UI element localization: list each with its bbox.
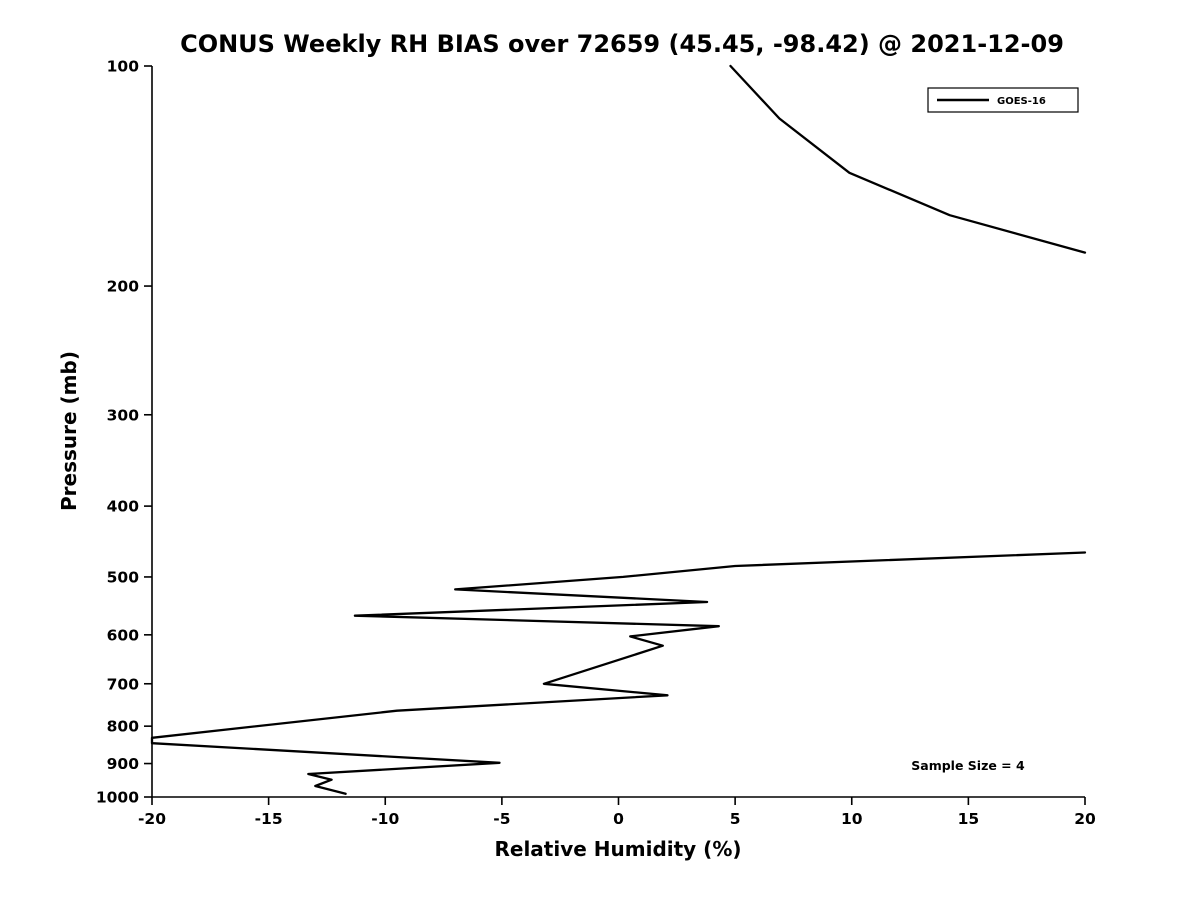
x-tick-label: 5 <box>730 810 741 828</box>
y-tick-label: 100 <box>107 58 140 76</box>
x-axis-ticks: -20 -15 -10 -5 0 5 10 15 20 <box>138 797 1096 828</box>
y-tick-label: 1000 <box>96 789 139 807</box>
data-series-goes16 <box>150 64 1087 795</box>
y-tick-label: 600 <box>107 626 140 644</box>
x-tick-label: -20 <box>138 810 166 828</box>
y-axis-ticks: 100 200 300 400 500 600 700 800 900 1000 <box>96 58 152 807</box>
legend-entry-label: GOES-16 <box>997 96 1046 107</box>
series-line-goes-16 <box>729 64 1087 254</box>
series-line-goes-16 <box>150 551 1087 795</box>
x-tick-label: 10 <box>841 810 863 828</box>
x-tick-label: 15 <box>958 810 980 828</box>
x-tick-label: -5 <box>493 810 510 828</box>
chart-title: CONUS Weekly RH BIAS over 72659 (45.45, … <box>180 30 1064 58</box>
y-axis-label: Pressure (mb) <box>57 351 81 511</box>
axes <box>151 66 1085 798</box>
x-tick-label: -15 <box>255 810 283 828</box>
x-tick-label: 20 <box>1074 810 1096 828</box>
y-tick-label: 500 <box>107 568 140 586</box>
legend: GOES-16 <box>927 87 1079 113</box>
y-tick-label: 800 <box>107 718 140 736</box>
y-tick-label: 900 <box>107 755 140 773</box>
y-tick-label: 300 <box>107 406 140 424</box>
y-tick-label: 400 <box>107 498 140 516</box>
x-axis-label: Relative Humidity (%) <box>494 837 741 861</box>
y-tick-label: 200 <box>107 278 140 296</box>
sample-size-annotation: Sample Size = 4 <box>911 758 1025 773</box>
x-tick-label: 0 <box>613 810 624 828</box>
y-tick-label: 700 <box>107 675 140 693</box>
x-tick-label: -10 <box>371 810 399 828</box>
